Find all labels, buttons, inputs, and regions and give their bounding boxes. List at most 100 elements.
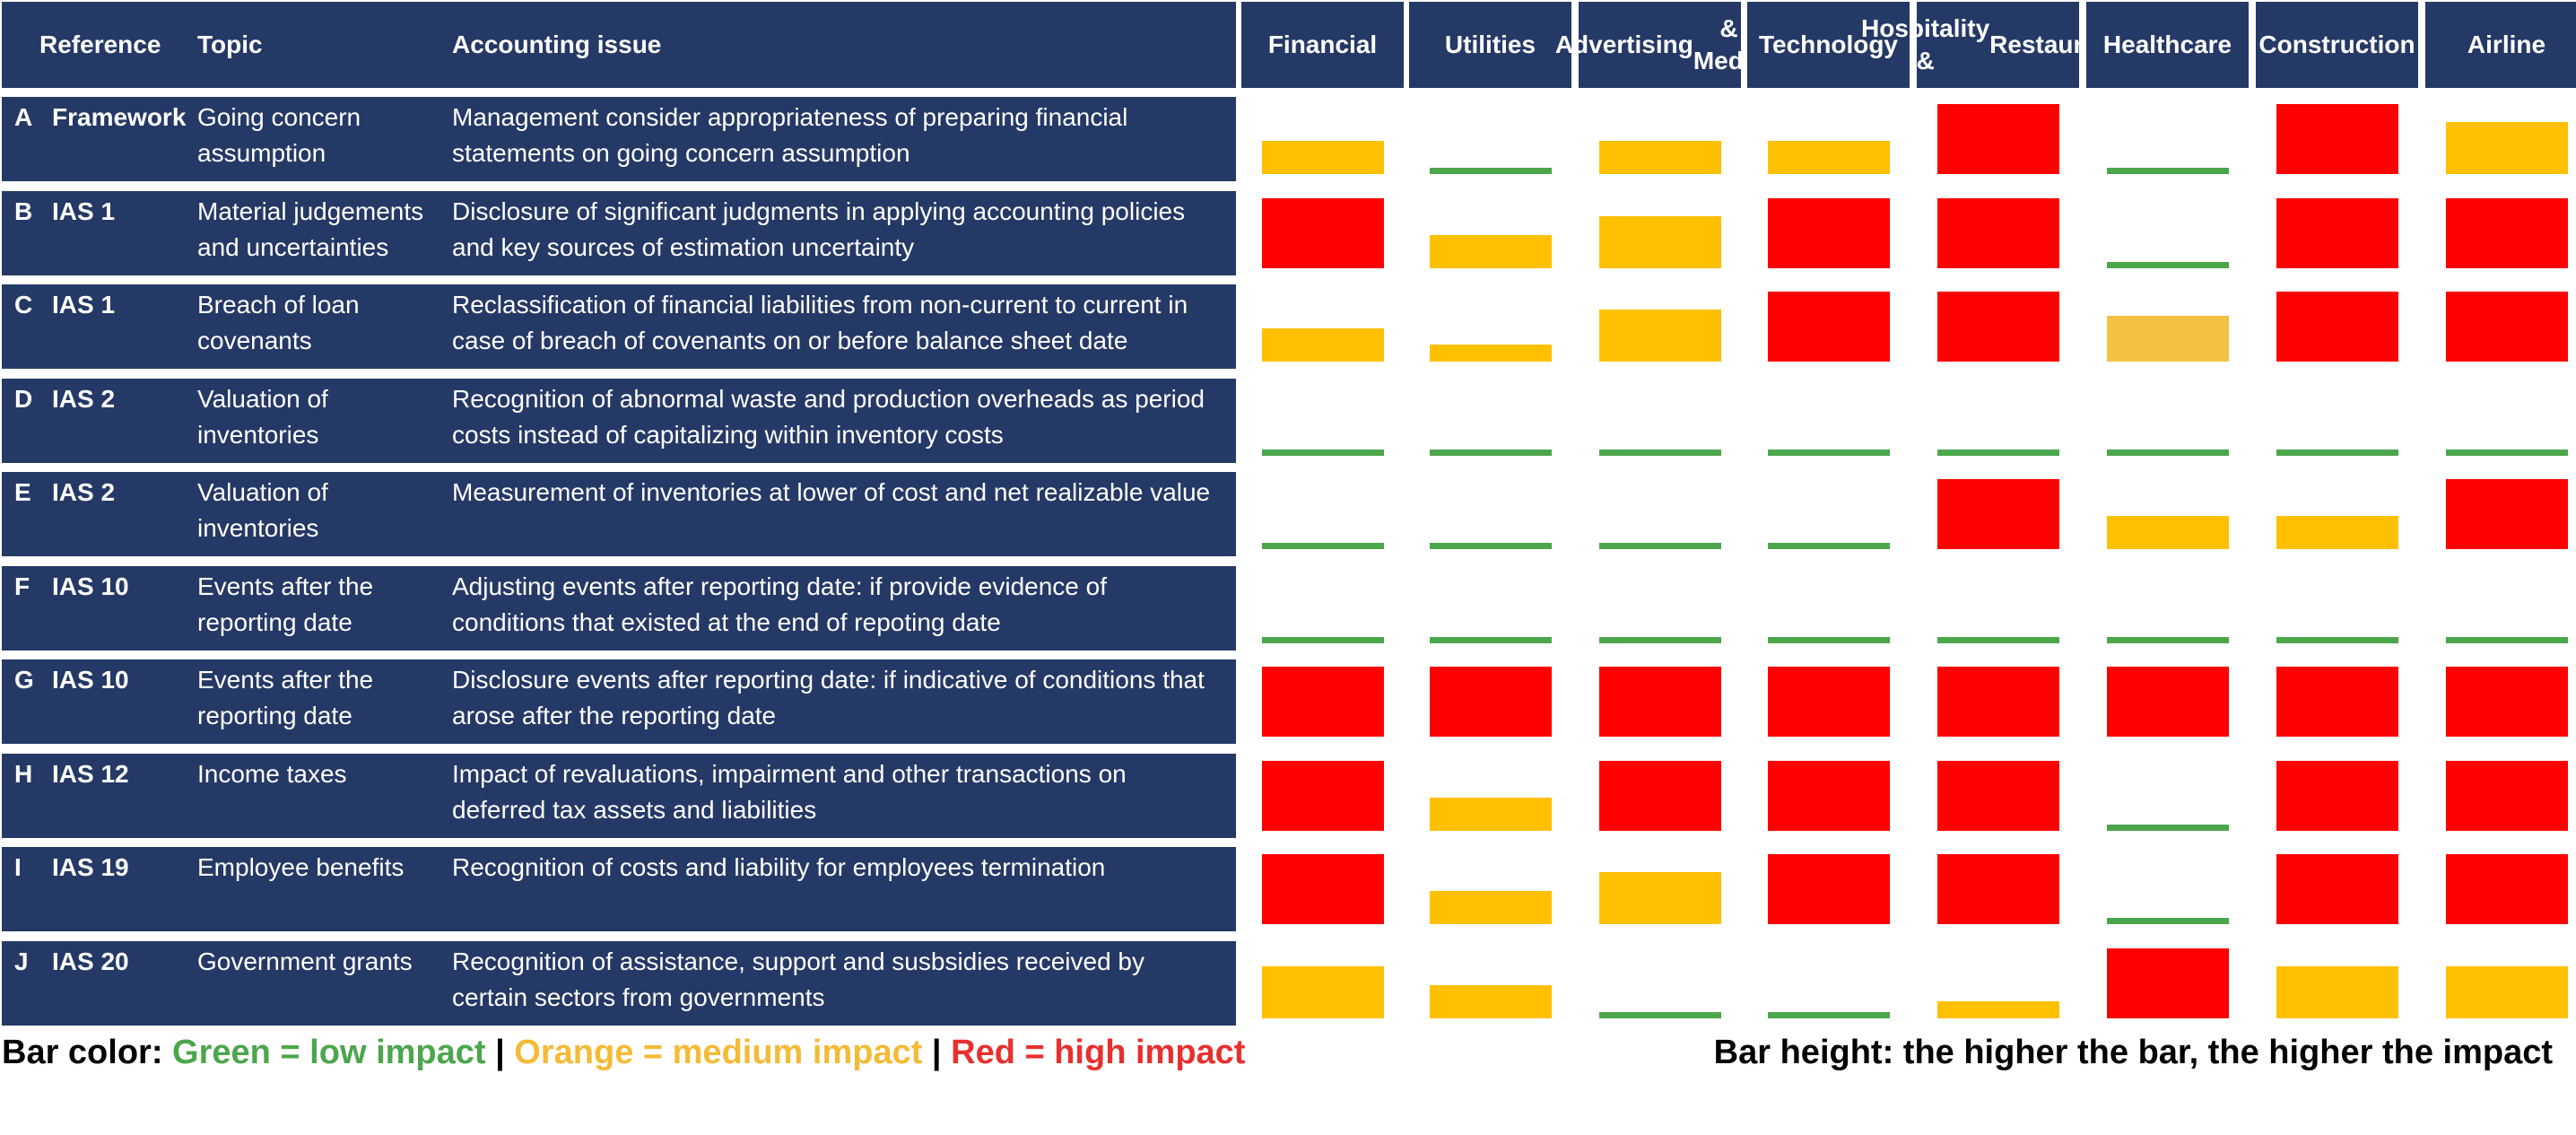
impact-bar-e-1	[1262, 543, 1384, 549]
industry-label: Healthcare	[2102, 30, 2232, 58]
impact-bar-j-4	[1768, 1011, 1890, 1018]
impact-bar-f-2	[1430, 636, 1552, 643]
impact-bar-i-4	[1768, 854, 1890, 924]
impact-bar-g-5	[1937, 667, 2059, 737]
impact-bar-b-2	[1430, 234, 1552, 268]
legend-bar-color: Bar color: Green = low impact | Orange =…	[2, 1034, 1245, 1072]
impact-bar-b-1	[1262, 197, 1384, 268]
impact-bar-c-5	[1937, 292, 2059, 362]
table-row: D IAS 2 Valuation of inventories Recognitio…	[2, 378, 1236, 463]
impact-bar-a-5	[1937, 104, 2059, 174]
impact-bar-c-4	[1768, 292, 1890, 362]
impact-bar-j-8	[2446, 965, 2568, 1018]
legend-separator: |	[922, 1034, 952, 1071]
row-topic: Events after the reporting date	[197, 666, 374, 729]
impact-bar-h-3	[1599, 760, 1721, 831]
row-letter: B	[14, 196, 33, 225]
row-accounting-issue: Recognition of assistance, support and s…	[452, 947, 1144, 1011]
table-row: C IAS 1 Breach of loan covenants Reclassifi…	[2, 284, 1236, 369]
impact-bar-g-8	[2446, 667, 2568, 737]
impact-bar-f-3	[1599, 636, 1721, 643]
row-topic: Going concern assumption	[197, 103, 361, 167]
impact-bar-b-3	[1599, 215, 1721, 268]
row-standard: IAS 2	[52, 478, 116, 506]
impact-bar-d-4	[1768, 449, 1890, 456]
impact-bar-e-3	[1599, 543, 1721, 549]
table-row: E IAS 2 Valuation of inventories Measuremen…	[2, 472, 1236, 556]
table-row: B IAS 1 Material judgements and uncertaint…	[2, 190, 1236, 275]
impact-bar-h-1	[1262, 760, 1384, 831]
impact-bar-a-3	[1599, 141, 1721, 174]
impact-bar-i-6	[2107, 918, 2229, 924]
row-topic: Income taxes	[197, 759, 347, 788]
impact-bar-e-5	[1937, 479, 2059, 549]
impact-bar-d-8	[2446, 449, 2568, 456]
impact-bar-d-3	[1599, 449, 1721, 456]
row-letter: A	[14, 103, 33, 131]
impact-bar-a-7	[2276, 104, 2398, 174]
industry-label: Technology	[1758, 30, 1899, 58]
row-standard: IAS 20	[52, 947, 129, 975]
legend-separator: |	[485, 1034, 515, 1071]
impact-bar-e-4	[1768, 543, 1890, 549]
impact-bar-c-8	[2446, 292, 2568, 362]
row-standard: IAS 10	[52, 572, 129, 600]
impact-bar-h-2	[1430, 797, 1552, 831]
legend-high: Red = high impact	[951, 1034, 1246, 1071]
row-accounting-issue: Reclassification of financial liabilitie…	[452, 291, 1188, 354]
impact-bar-f-7	[2276, 636, 2398, 643]
row-letter: J	[14, 947, 29, 975]
impact-bar-f-5	[1937, 636, 2059, 643]
industry-label: Construction	[2258, 30, 2415, 58]
industry-label: Utilities	[1444, 30, 1536, 58]
industry-header: Technology	[1747, 2, 1910, 88]
row-topic: Material judgements and uncertainties	[197, 196, 424, 261]
legend-low: Green = low impact	[172, 1034, 486, 1071]
impact-bar-i-1	[1262, 854, 1384, 924]
impact-bar-c-7	[2276, 292, 2398, 362]
impact-bar-c-1	[1262, 328, 1384, 362]
impact-bar-j-6	[2107, 947, 2229, 1018]
table-row: H IAS 12 Income taxes Impact of revaluation…	[2, 753, 1236, 838]
legend-medium: Orange = medium impact	[514, 1034, 923, 1071]
row-letter: D	[14, 384, 33, 413]
industry-header: Advertising & Media	[1555, 2, 1764, 88]
impact-bar-j-7	[2276, 965, 2398, 1018]
impact-bar-c-3	[1599, 310, 1721, 362]
row-topic: Valuation of inventories	[197, 478, 328, 542]
row-accounting-issue: Recognition of costs and liability for e…	[452, 853, 1106, 881]
impact-bar-b-7	[2276, 197, 2398, 268]
impact-bar-d-7	[2276, 449, 2398, 456]
impact-bar-i-5	[1937, 854, 2059, 924]
row-accounting-issue: Disclosure events after reporting date: …	[452, 666, 1205, 729]
row-accounting-issue: Adjusting events after reporting date: i…	[452, 572, 1107, 636]
legend-bar-height: Bar height: the higher the bar, the high…	[1713, 1034, 2553, 1071]
table-row: G IAS 10 Events after the reporting date Di…	[2, 659, 1236, 744]
row-topic: Events after the reporting date	[197, 572, 374, 636]
impact-bar-j-1	[1262, 965, 1384, 1018]
impact-bar-i-8	[2446, 854, 2568, 924]
impact-bar-g-2	[1430, 667, 1552, 737]
impact-bar-i-2	[1430, 891, 1552, 924]
impact-bar-g-1	[1262, 667, 1384, 737]
industry-header: Hospitality & Restaurants	[1861, 2, 2135, 88]
row-topic: Breach of loan covenants	[197, 291, 360, 354]
impact-bar-g-7	[2276, 667, 2398, 737]
row-letter: G	[14, 666, 34, 694]
impact-bar-e-6	[2107, 516, 2229, 549]
table-row: J IAS 20 Government grants Recognition of a…	[2, 940, 1236, 1026]
impact-bar-g-6	[2107, 667, 2229, 737]
row-standard: IAS 10	[52, 666, 129, 694]
row-letter: C	[14, 291, 33, 319]
legend-prefix: Bar color:	[2, 1034, 173, 1071]
impact-bar-c-2	[1430, 345, 1552, 362]
row-standard: IAS 1	[52, 291, 116, 319]
row-accounting-issue: Management consider appropriateness of p…	[452, 103, 1128, 167]
impact-bar-e-8	[2446, 479, 2568, 549]
impact-bar-b-4	[1768, 197, 1890, 268]
impact-bar-d-6	[2107, 449, 2229, 456]
row-letter: H	[14, 759, 33, 788]
row-topic: Employee benefits	[197, 853, 405, 881]
impact-bar-j-5	[1937, 1000, 2059, 1018]
industry-header: Financial	[1241, 2, 1404, 88]
